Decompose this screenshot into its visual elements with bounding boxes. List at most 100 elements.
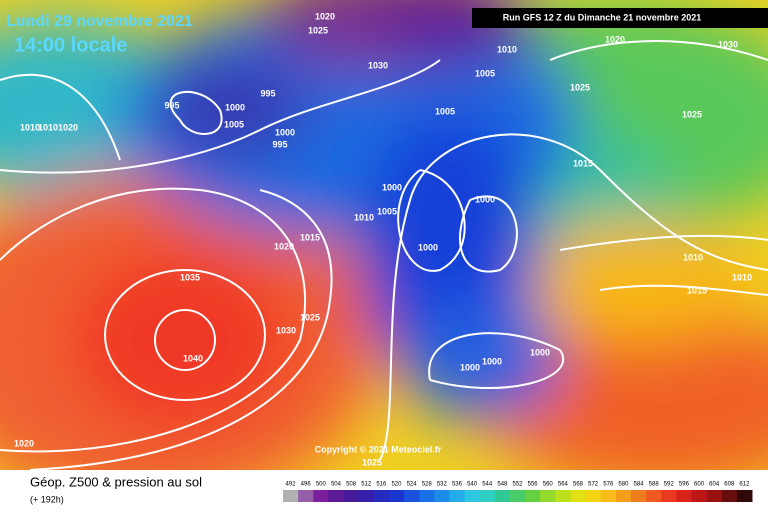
colorbar-label: 568 [573,482,584,488]
colorbar-label: 600 [694,482,705,488]
isobar-label: 995 [260,88,275,98]
isobar-label: 1025 [362,457,382,467]
colorbar-cell [646,490,662,502]
isobar-label: 1005 [475,68,495,78]
isobar-label: 1000 [530,347,550,357]
isobar-label: 1025 [308,25,328,35]
colorbar-label: 524 [407,482,418,488]
colorbar-cell [388,490,405,502]
isobar-label: 1030 [276,325,296,335]
colorbar-cell [706,490,723,502]
colorbar-cell [691,490,708,502]
isobar-label: 1020 [605,34,625,44]
isobar-label: 1000 [460,362,480,372]
colorbar-label: 496 [301,482,312,488]
isobar-label: 1010 [683,252,703,262]
colorbar-label: 508 [346,482,357,488]
colorbar-cell [464,490,481,502]
isobar-label: 1020 [274,241,294,251]
colorbar-label: 580 [618,482,629,488]
colorbar-label: 556 [528,482,539,488]
colorbar-cell [328,490,345,502]
colorbar-cell [525,490,541,502]
colorbar-label: 608 [724,482,735,488]
colorbar-label: 612 [739,482,750,488]
isobar-label: 1010 [732,272,752,282]
isobar-label: 1020 [58,122,78,132]
isobar-label: 1000 [482,356,502,366]
isobar-label: 1015 [300,232,320,242]
isobar-label: 1020 [315,11,335,21]
isobar-label: 1010 [38,122,58,132]
colorbar-cell [570,490,587,502]
colorbar-cell [494,490,511,502]
run: Run GFS 12 Z du Dimanche 21 novembre 202… [503,12,702,22]
colorbar-label: 572 [588,482,599,488]
colorbar-cell [479,490,496,502]
colorbar-cell [358,490,375,502]
colorbar-cell [343,490,360,502]
time: 14:00 locale [14,34,127,56]
footer-title: Géop. Z500 & pression au sol [30,474,202,489]
colorbar-cell [419,490,435,502]
colorbar-label: 516 [376,482,387,488]
isobar-label: 1015 [573,158,593,168]
copyright: Copyright © 2021 Meteociel.fr [315,444,442,454]
isobar-label: 1000 [418,242,438,252]
isobar-label: 1000 [275,127,295,137]
colorbar-cell [615,490,632,502]
colorbar-label: 520 [391,482,402,488]
isobar-label: 1025 [682,109,702,119]
colorbar-label: 576 [603,482,614,488]
colorbar-label: 560 [543,482,554,488]
colorbar-label: 532 [437,482,448,488]
isobar-label: 1015 [687,285,707,295]
colorbar-label: 540 [467,482,478,488]
isobar-label: 1005 [224,119,244,129]
colorbar-cell [373,490,390,502]
isobar-label: 1030 [718,39,738,49]
colorbar-label: 544 [482,482,493,488]
colorbar-cell [283,490,299,502]
colorbar-cell [404,490,420,502]
date: Lundi 29 novembre 2021 [6,13,193,30]
colorbar-cell [434,490,450,502]
isobar-label: 1010 [354,212,374,222]
colorbar: 492 496 500 504 508 512 516 520 524 528 532 536 540 5… [283,482,753,502]
colorbar-label: 588 [649,482,660,488]
colorbar-label: 536 [452,482,463,488]
isobar-label: 1025 [570,82,590,92]
isobar-label: 1010 [497,44,517,54]
isobar-label: 1000 [382,182,402,192]
isobar-label: 1010 [20,122,40,132]
colorbar-cell [509,490,526,502]
isobar-label: 1005 [435,106,455,116]
isobar-label: 995 [164,100,179,110]
isobars [0,40,768,470]
colorbar-label: 492 [286,482,297,488]
isobar-label: 1020 [14,438,34,448]
colorbar-cell [676,490,692,502]
colorbar-cell [600,490,617,502]
isobar-label: 1040 [183,353,203,363]
colorbar-label: 584 [634,482,645,488]
colorbar-label: 512 [361,482,372,488]
colorbar-label: 504 [331,482,342,488]
isobar-label: 1030 [368,60,388,70]
colorbar-cell [721,490,738,502]
colorbar-label: 596 [679,482,690,488]
isobar-label: 1005 [377,206,397,216]
colorbar-label: 564 [558,482,569,488]
run-box [472,8,768,28]
colorbar-cell [313,490,329,502]
colorbar-cell [736,490,753,502]
colorbar-label: 592 [664,482,675,488]
colorbar-label: 500 [316,482,327,488]
colorbar-label: 548 [497,482,508,488]
colorbar-label: 552 [512,482,523,488]
colorbar-cell [449,490,466,502]
isobar-label: 1000 [475,194,495,204]
colorbar-cell [585,490,602,502]
